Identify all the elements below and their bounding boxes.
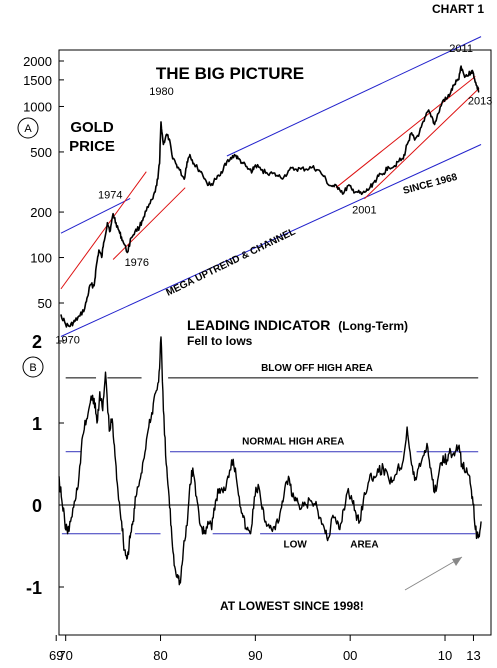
x-tick-label: 70 bbox=[58, 648, 72, 663]
indicator-subtitle: Fell to lows bbox=[187, 334, 253, 348]
gold-y-tick-label: 50 bbox=[38, 296, 52, 311]
red-channel-line bbox=[335, 76, 476, 189]
price-label: PRICE bbox=[69, 138, 115, 155]
gold-label: GOLD bbox=[70, 119, 113, 136]
blue-channel-line bbox=[60, 144, 482, 337]
x-tick-label: 69 bbox=[49, 648, 63, 663]
x-tick-label: 10 bbox=[438, 648, 452, 663]
indicator-y-tick-label: 0 bbox=[32, 496, 42, 516]
x-tick-label: 80 bbox=[153, 648, 167, 663]
gold-y-tick-label: 100 bbox=[30, 251, 52, 266]
indicator-y-tick-label: 2 bbox=[32, 332, 42, 352]
blue-channel-line bbox=[226, 36, 482, 157]
gold-price-series bbox=[60, 65, 480, 328]
area-label: AREA bbox=[350, 540, 378, 551]
x-tick-label: 90 bbox=[248, 648, 262, 663]
year-annotation: 1980 bbox=[149, 86, 173, 98]
annotations: 1974 1976 1980 2001 2011 2013 1970 bbox=[55, 43, 492, 347]
year-annotation: 1976 bbox=[125, 257, 149, 269]
mega-uptrend-label: MEGA UPTREND & CHANNEL bbox=[164, 226, 297, 298]
indicator-title: LEADING INDICATOR (Long-Term) bbox=[187, 317, 408, 333]
x-tick-label: 13 bbox=[466, 648, 480, 663]
gold-y-tick-label: 2000 bbox=[23, 54, 52, 69]
panel-b-marker: B bbox=[22, 356, 44, 378]
gold-y-tick-label: 1000 bbox=[23, 99, 52, 114]
gold-y-axis: 2000 1500 1000 500 200 100 50 bbox=[23, 54, 64, 311]
red-channel-line bbox=[364, 87, 480, 200]
normal-high-label: NORMAL HIGH AREA bbox=[242, 437, 344, 448]
indicator-title-suffix: (Long-Term) bbox=[338, 319, 408, 333]
red-channel-line bbox=[60, 171, 147, 290]
year-annotation: 1974 bbox=[98, 190, 122, 202]
indicator-title-main: LEADING INDICATOR bbox=[187, 317, 330, 333]
year-annotation: 1970 bbox=[55, 334, 79, 346]
callout-text: AT LOWEST SINCE 1998! bbox=[220, 599, 364, 613]
indicator-y-tick-label: 1 bbox=[32, 414, 42, 434]
panel-a-letter: A bbox=[24, 123, 32, 135]
indicator-line bbox=[58, 336, 482, 586]
x-tick-label: 00 bbox=[343, 648, 357, 663]
panel-b-letter: B bbox=[29, 362, 36, 374]
low-label: LOW bbox=[284, 540, 308, 551]
gold-y-tick-label: 500 bbox=[30, 145, 52, 160]
red-channel-line bbox=[112, 187, 186, 260]
year-annotation: 2011 bbox=[449, 43, 473, 55]
blow-off-label: BLOW OFF HIGH AREA bbox=[261, 363, 373, 374]
reference-lines: BLOW OFF HIGH AREA NORMAL HIGH AREA LOW ARE… bbox=[59, 363, 482, 551]
gold-price-line bbox=[60, 65, 480, 328]
panel-a-marker: A bbox=[17, 117, 39, 139]
year-annotation: 2013 bbox=[468, 96, 492, 108]
blue-channel-line bbox=[60, 198, 131, 234]
gold-y-tick-label: 1500 bbox=[23, 73, 52, 88]
gold-y-tick-label: 200 bbox=[30, 205, 52, 220]
top-title: THE BIG PICTURE bbox=[156, 64, 304, 83]
indicator-y-tick-label: -1 bbox=[26, 578, 42, 598]
callout-arrow bbox=[404, 556, 463, 591]
year-annotation: 2001 bbox=[352, 205, 376, 217]
chart-label: CHART 1 bbox=[432, 2, 484, 16]
since-1968-label: SINCE 1968 bbox=[402, 172, 459, 197]
indicator-series bbox=[58, 336, 482, 586]
plot-frame bbox=[58, 49, 492, 636]
